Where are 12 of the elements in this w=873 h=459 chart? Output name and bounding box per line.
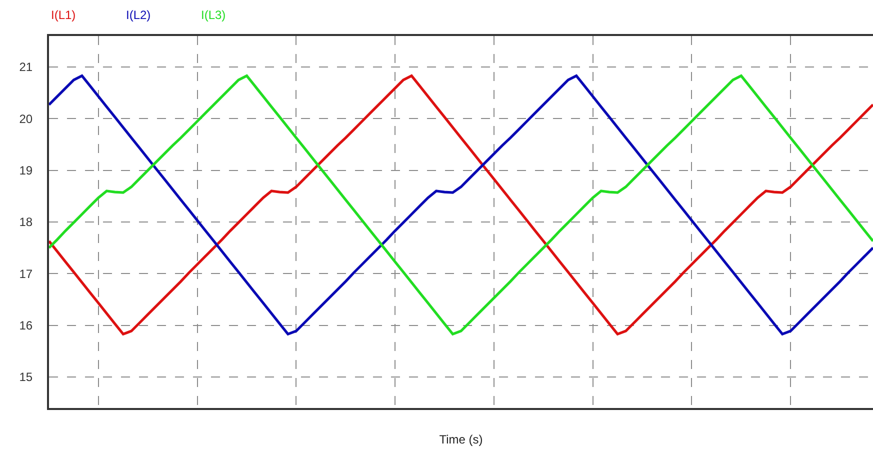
y-tick-label: 21 <box>19 60 33 74</box>
y-tick-label: 18 <box>19 215 33 230</box>
y-tick-label: 17 <box>19 266 33 281</box>
x-axis-title: Time (s) <box>439 432 483 446</box>
y-tick-label: 20 <box>19 112 33 126</box>
text: I(L3) <box>201 8 226 22</box>
text: I(L1) <box>51 8 76 22</box>
text: I(L2) <box>126 8 151 22</box>
line-series <box>49 74 873 336</box>
y-tick-label: 15 <box>19 370 33 384</box>
y-tick-label: 19 <box>19 164 33 178</box>
y-tick-label: 16 <box>19 318 33 333</box>
